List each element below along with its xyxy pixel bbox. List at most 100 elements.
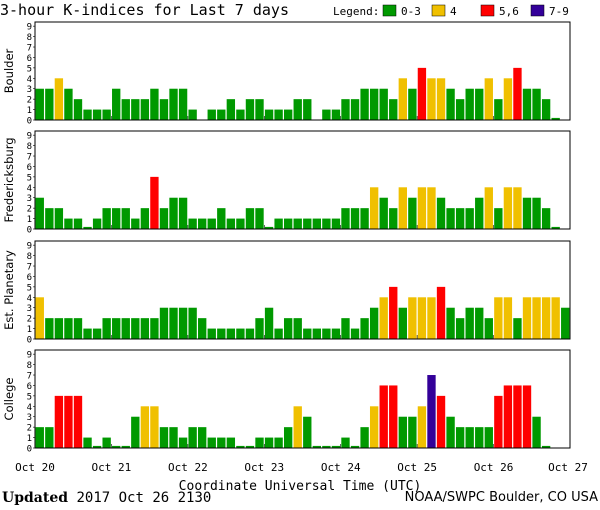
y-tick-label: 9 bbox=[27, 351, 32, 361]
bar bbox=[322, 109, 331, 120]
bar bbox=[178, 88, 188, 120]
bar bbox=[503, 297, 513, 339]
legend-swatch bbox=[480, 4, 495, 17]
bar bbox=[102, 109, 111, 120]
bar bbox=[331, 445, 341, 448]
y-tick-label: 2 bbox=[27, 315, 32, 325]
bar bbox=[159, 307, 169, 339]
bar bbox=[140, 99, 150, 120]
y-tick-label: 6 bbox=[27, 382, 32, 392]
bar bbox=[226, 328, 236, 339]
bar bbox=[494, 395, 503, 448]
bar bbox=[54, 395, 64, 448]
y-tick-label: 7 bbox=[27, 263, 32, 273]
bar bbox=[264, 437, 274, 448]
bar bbox=[503, 78, 513, 120]
y-tick-label: 6 bbox=[27, 163, 32, 173]
y-tick-label: 1 bbox=[27, 325, 32, 335]
y-tick-label: 7 bbox=[27, 44, 32, 54]
bar bbox=[408, 297, 417, 339]
panel-name: Est. Planetary bbox=[2, 250, 16, 330]
bar bbox=[522, 197, 532, 229]
y-tick-label: 5 bbox=[27, 64, 32, 74]
bar bbox=[417, 67, 427, 120]
bar bbox=[92, 445, 102, 448]
panels: 0123456789Boulder0123456789Fredericksbur… bbox=[2, 21, 571, 455]
bar bbox=[446, 88, 455, 120]
bar bbox=[494, 99, 503, 120]
y-tick-label: 5 bbox=[27, 283, 32, 293]
bar bbox=[427, 187, 436, 229]
bar bbox=[245, 208, 255, 229]
y-tick-label: 1 bbox=[27, 215, 32, 225]
bar bbox=[245, 328, 255, 339]
bar bbox=[207, 218, 216, 229]
bar bbox=[45, 318, 54, 339]
bar bbox=[54, 208, 64, 229]
bar bbox=[379, 385, 388, 448]
panel-name: College bbox=[2, 378, 16, 421]
bar bbox=[207, 437, 216, 448]
bar bbox=[322, 328, 331, 339]
bar bbox=[369, 187, 379, 229]
y-tick-label: 5 bbox=[27, 392, 32, 402]
bar bbox=[551, 226, 560, 229]
bar bbox=[389, 385, 398, 448]
bar bbox=[188, 427, 197, 448]
y-tick-label: 3 bbox=[27, 304, 32, 314]
bar bbox=[150, 176, 159, 229]
bar bbox=[255, 208, 264, 229]
bar bbox=[522, 297, 532, 339]
legend-title: Legend: bbox=[333, 5, 379, 18]
y-tick-label: 2 bbox=[27, 96, 32, 106]
bar bbox=[293, 318, 302, 339]
bar bbox=[408, 416, 417, 448]
y-tick-label: 3 bbox=[27, 85, 32, 95]
bar bbox=[198, 318, 207, 339]
updated-stamp: Updated 2017 Oct 26 2130 bbox=[2, 490, 211, 506]
bar bbox=[64, 395, 73, 448]
bar bbox=[255, 318, 264, 339]
x-tick-label: Oct 24 bbox=[321, 461, 361, 474]
bar bbox=[475, 88, 484, 120]
y-tick-label: 6 bbox=[27, 54, 32, 64]
bar bbox=[255, 437, 264, 448]
y-tick-label: 8 bbox=[27, 142, 32, 152]
x-axis: Oct 20 Oct 21 Oct 22 Oct 23 Oct 24 Oct 25 Oct … bbox=[15, 461, 588, 474]
bar bbox=[102, 437, 111, 448]
bar bbox=[484, 427, 493, 448]
bar bbox=[283, 218, 293, 229]
bar bbox=[140, 406, 150, 448]
panel-frame bbox=[34, 240, 571, 340]
bar bbox=[293, 99, 302, 120]
bar bbox=[274, 218, 283, 229]
bar bbox=[408, 88, 417, 120]
bar bbox=[102, 318, 111, 339]
y-tick-label: 0 bbox=[27, 117, 32, 127]
panel-frame bbox=[34, 130, 571, 230]
bar bbox=[112, 208, 121, 229]
bar bbox=[532, 416, 541, 448]
bar bbox=[303, 99, 312, 120]
bar bbox=[54, 318, 64, 339]
bar bbox=[436, 395, 446, 448]
bar bbox=[236, 218, 245, 229]
bar bbox=[159, 208, 169, 229]
bar bbox=[83, 226, 92, 229]
bar bbox=[283, 427, 293, 448]
bar bbox=[207, 109, 216, 120]
panel-name: Boulder bbox=[2, 48, 16, 93]
y-tick-label: 6 bbox=[27, 273, 32, 283]
bar bbox=[484, 78, 493, 120]
legend: Legend: 0-3 4 5,6 7-9 bbox=[333, 4, 569, 18]
y-tick-label: 0 bbox=[27, 226, 32, 236]
updated-value: 2017 Oct 26 2130 bbox=[76, 490, 212, 506]
bar bbox=[341, 208, 350, 229]
bar bbox=[169, 88, 178, 120]
bar bbox=[83, 109, 92, 120]
bar bbox=[436, 197, 446, 229]
chart-title: 3-hour K-indices for Last 7 days bbox=[0, 1, 289, 19]
legend-label: 7-9 bbox=[549, 5, 569, 18]
bar bbox=[561, 307, 570, 339]
